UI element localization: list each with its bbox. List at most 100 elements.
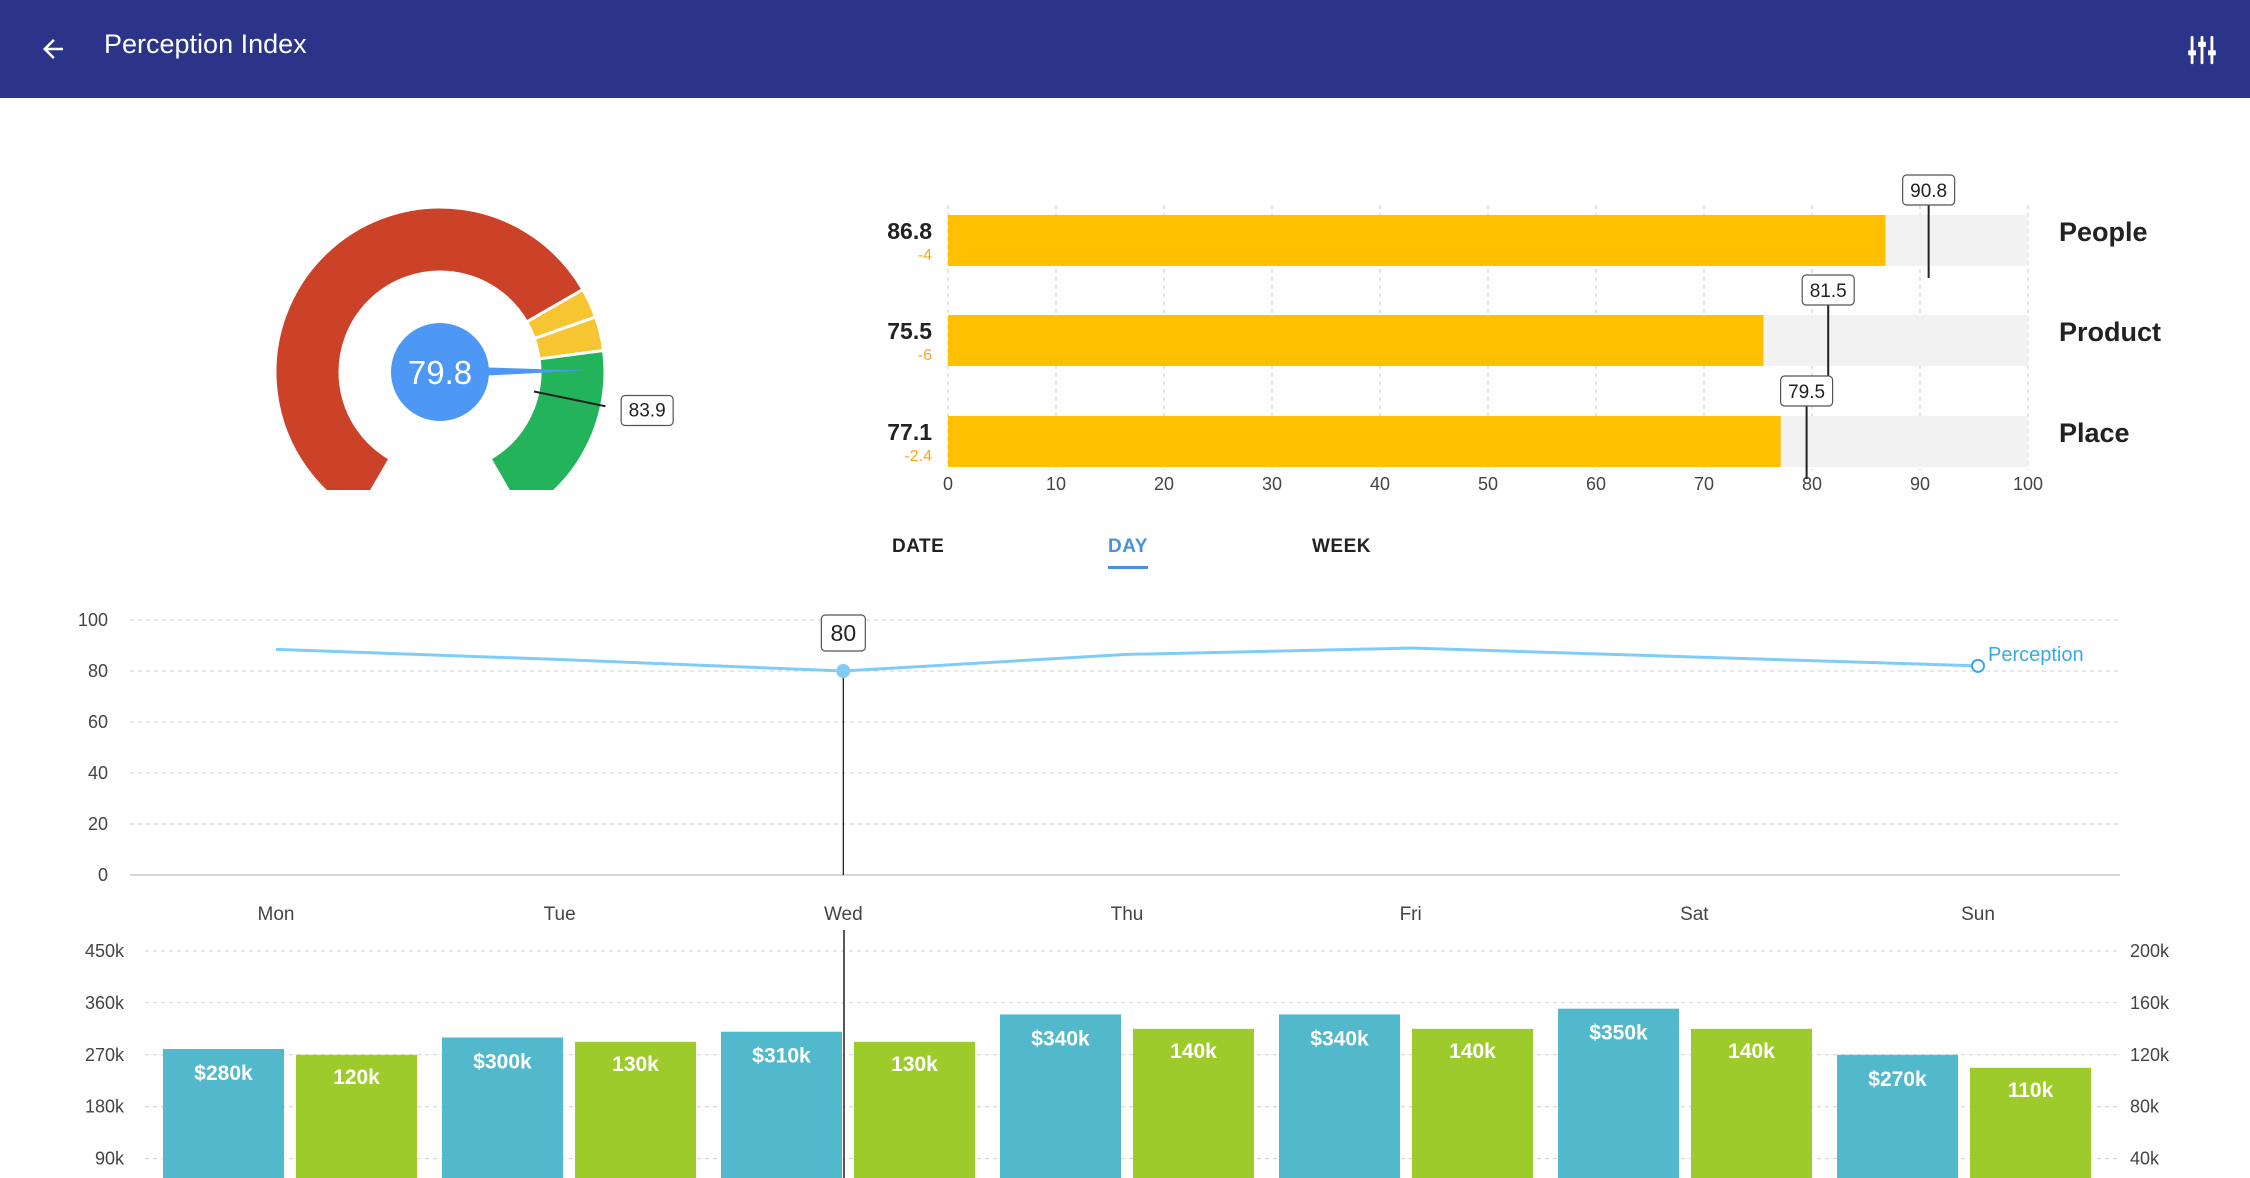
bullet-delta: -2.4 — [904, 448, 932, 465]
line-category-label: Mon — [258, 904, 295, 925]
category-bullet-chart: 0 10 20 30 40 50 60 70 80 90 100 90.8 86.8 -4 People 81… — [887, 174, 2161, 494]
revenue-bar-label: $280k — [194, 1062, 253, 1085]
gauge-value: 79.8 — [408, 354, 472, 391]
bullet-target-label: 79.5 — [1788, 382, 1825, 403]
line-legend-label: Perception — [1988, 644, 2084, 666]
volume-bar — [1133, 1028, 1254, 1178]
tab-week[interactable]: WEEK — [1312, 536, 1371, 557]
bullet-axis-tick: 90 — [1910, 474, 1930, 494]
page-title: Perception Index — [104, 29, 307, 59]
revenue-bar — [442, 1037, 563, 1178]
revenue-bar-label: $340k — [1310, 1027, 1369, 1050]
bar-left-axis-tick: 90k — [95, 1149, 125, 1169]
line-category-label: Thu — [1111, 904, 1144, 925]
bullet-delta: -6 — [918, 347, 932, 364]
revenue-bar-label: $300k — [473, 1051, 532, 1074]
volume-bar-label: 120k — [333, 1066, 380, 1089]
volume-bar-label: 130k — [891, 1053, 938, 1076]
gauge-max-label: 100 — [527, 453, 565, 479]
bullet-target-label: 81.5 — [1810, 281, 1847, 302]
tab-date[interactable]: DATE — [892, 536, 945, 557]
bullet-value: 75.5 — [887, 318, 932, 344]
bullet-target-callout — [1902, 174, 1956, 206]
revenue-bar-label: $310k — [752, 1045, 811, 1068]
line-category-label: Wed — [824, 904, 863, 925]
bullet-row-label: Product — [2059, 317, 2161, 347]
bullet-bar — [948, 215, 1886, 266]
bullet-axis-tick: 20 — [1154, 474, 1174, 494]
line-category-label: Sun — [1961, 904, 1995, 925]
bullet-value: 77.1 — [887, 419, 932, 445]
bar-left-axis-tick: 180k — [85, 1097, 125, 1117]
volume-bar — [296, 1054, 417, 1178]
line-axis-tick: 100 — [78, 610, 108, 630]
bar-left-axis-tick: 450k — [85, 941, 125, 961]
bullet-axis-tick: 0 — [943, 474, 953, 494]
bullet-bar — [948, 416, 1781, 467]
gauge-high-band — [487, 348, 607, 490]
gauge-min-label: 0 — [328, 453, 341, 479]
volume-bar-label: 140k — [1170, 1040, 1217, 1063]
gauge-low-band — [273, 205, 585, 490]
app-bar: Perception Index — [0, 0, 2250, 98]
line-axis-tick: 20 — [88, 814, 108, 834]
bullet-target-label: 90.8 — [1910, 181, 1947, 202]
revenue-bar — [1000, 1014, 1121, 1178]
revenue-bar — [1558, 1008, 1679, 1178]
revenue-bar-label: $350k — [1589, 1022, 1648, 1045]
tab-day[interactable]: DAY — [1108, 536, 1148, 569]
bullet-axis-tick: 30 — [1262, 474, 1282, 494]
filter-button[interactable] — [2180, 28, 2224, 72]
line-highlight-label: 80 — [831, 620, 857, 646]
volume-bar-label: 130k — [612, 1053, 659, 1076]
line-axis-tick: 40 — [88, 763, 108, 783]
gauge-value-circle — [391, 323, 489, 421]
bullet-delta: -4 — [918, 247, 932, 264]
bullet-axis-tick: 70 — [1694, 474, 1714, 494]
revenue-bar — [1279, 1014, 1400, 1178]
bar-right-axis-tick: 200k — [2130, 941, 2170, 961]
period-tabs: DATE DAY WEEK — [0, 536, 2250, 576]
line-highlight-point — [836, 664, 851, 678]
volume-bar-label: 140k — [1449, 1040, 1496, 1063]
line-category-label: Tue — [544, 904, 576, 925]
gauge-target-label: 83.9 — [629, 401, 666, 422]
bullet-axis-tick: 10 — [1046, 474, 1066, 494]
bullet-axis-tick: 40 — [1370, 474, 1390, 494]
bar-right-axis-tick: 40k — [2130, 1149, 2160, 1169]
bullet-axis-tick: 50 — [1478, 474, 1498, 494]
bullet-value: 86.8 — [887, 218, 932, 244]
volume-bar — [1970, 1067, 2091, 1178]
line-axis-tick: 0 — [98, 865, 108, 885]
bar-right-axis-tick: 80k — [2130, 1097, 2160, 1117]
revenue-bar — [163, 1049, 284, 1178]
revenue-bar-label: $340k — [1031, 1027, 1090, 1050]
bullet-target-callout — [1801, 274, 1855, 306]
gauge-target-marker — [533, 390, 606, 408]
volume-bar-label: 140k — [1728, 1040, 1775, 1063]
volume-bar-label: 110k — [2008, 1079, 2054, 1102]
bar-right-axis-tick: 120k — [2130, 1045, 2170, 1065]
revenue-bar — [1837, 1054, 1958, 1178]
bar-right-axis-tick: 160k — [2130, 993, 2170, 1013]
volume-bar — [1691, 1028, 1812, 1178]
bar-left-axis-tick: 270k — [85, 1045, 125, 1065]
sliders-icon — [2188, 35, 2216, 65]
perception-line-chart: 0 20 40 60 80 100 Mon Tue Wed Thu Fri Sat Sun 80 Perce… — [78, 610, 2120, 925]
bullet-axis-tick: 80 — [1802, 474, 1822, 494]
back-button[interactable] — [30, 26, 76, 72]
perception-series-line — [275, 646, 1979, 673]
perception-gauge: 83.9 79.8 0 100 — [273, 205, 674, 490]
arrow-left-icon — [43, 39, 63, 59]
gauge-target-callout — [620, 394, 674, 427]
bar-left-axis-tick: 360k — [85, 993, 125, 1013]
bullet-row-label: Place — [2059, 418, 2130, 448]
bullet-axis-tick: 60 — [1586, 474, 1606, 494]
bullet-target-callout — [1779, 375, 1834, 407]
line-axis-tick: 80 — [88, 661, 108, 681]
line-category-label: Sat — [1680, 904, 1709, 925]
line-end-point — [1971, 658, 1985, 673]
volume-bar — [575, 1041, 696, 1178]
revenue-bar-chart: 90k 180k 270k 360k 450k 40k 80k 120k 160k 200k $28… — [85, 930, 2170, 1178]
line-category-label: Fri — [1400, 904, 1422, 925]
